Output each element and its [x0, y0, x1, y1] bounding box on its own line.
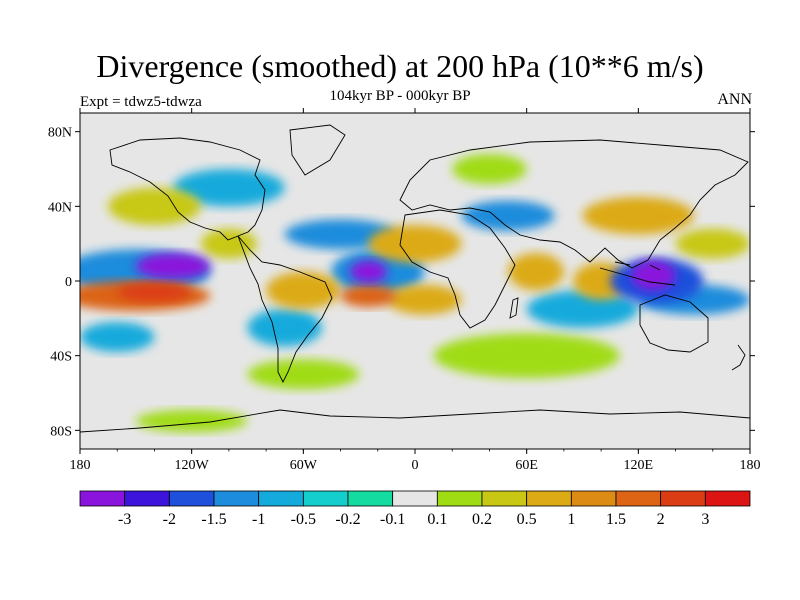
field-anomaly	[630, 260, 676, 291]
field-anomaly	[247, 309, 322, 347]
colorbar-label: 0.1	[427, 511, 447, 528]
experiment-label: Expt = tdwz5-tdwza	[80, 94, 202, 110]
field-anomaly	[340, 284, 397, 308]
x-tick-label: 60E	[515, 458, 538, 473]
y-tick-label: 40N	[48, 200, 72, 215]
x-tick-label: 120E	[624, 458, 654, 473]
field-anomaly	[452, 154, 527, 184]
colorbar: -3 -2 -1.5 -1 -0.5 -0.2 -0.1 0.1 0.2 0.5 1 1.5 2 3	[79, 490, 751, 528]
colorbar-label: -2	[163, 511, 176, 528]
field-anomaly	[107, 187, 201, 225]
y-tick-label: 0	[65, 275, 72, 290]
field-anomaly	[135, 409, 248, 433]
x-tick-label: 120W	[175, 458, 210, 473]
field-anomaly	[675, 228, 750, 259]
colorbar-label: 1	[567, 511, 575, 528]
colorbar-label: -0.5	[291, 511, 316, 528]
colorbar-swatch	[615, 490, 662, 507]
coast-new-zealand	[731, 344, 746, 371]
field-anomaly	[284, 219, 397, 250]
x-tick-label: 60W	[290, 458, 318, 473]
coast-north-america	[109, 137, 266, 241]
colorbar-label: 1.5	[606, 511, 626, 528]
coast-indonesia	[599, 261, 676, 286]
season-label: ANN	[717, 91, 752, 108]
colorbar-label: -0.1	[380, 511, 405, 528]
coast-australia	[639, 294, 709, 353]
field-anomaly	[461, 200, 555, 231]
colorbar-swatch	[302, 490, 349, 507]
field-anomaly	[368, 225, 462, 263]
field-anomaly	[433, 333, 620, 379]
colorbar-swatch	[704, 490, 751, 507]
colorbar-swatch	[436, 490, 483, 507]
y-tick-label: 80N	[48, 126, 72, 141]
colorbar-label: 0.2	[472, 511, 492, 528]
colorbar-label: -3	[118, 511, 131, 528]
colorbar-swatch	[392, 490, 438, 507]
y-tick-label: 80S	[50, 424, 72, 439]
colorbar-label: 2	[657, 511, 665, 528]
field-anomaly	[387, 284, 462, 315]
period-subtitle: 104kyr BP - 000kyr BP	[329, 88, 471, 104]
x-tick-label: 180	[740, 458, 761, 473]
field-anomaly	[80, 322, 155, 352]
x-axis: 180 120W 60W 0 60E 120E 180	[70, 108, 761, 473]
colorbar-swatch	[168, 490, 215, 507]
colorbar-swatch	[124, 490, 170, 507]
colorbar-swatch	[213, 490, 260, 507]
divergence-field	[80, 154, 750, 433]
colorbar-swatch	[79, 490, 126, 507]
y-tick-label: 40S	[50, 350, 72, 365]
coast-madagascar	[509, 297, 519, 319]
colorbar-swatch	[258, 490, 304, 507]
field-anomaly	[200, 228, 257, 259]
colorbar-label: 0.5	[517, 511, 537, 528]
colorbar-label: -1	[252, 511, 265, 528]
colorbar-label: -0.2	[335, 511, 360, 528]
colorbar-swatch	[526, 490, 572, 507]
coast-eurasia	[399, 139, 749, 269]
coastlines	[80, 124, 750, 433]
coast-greenland	[289, 124, 346, 176]
page-title: Divergence (smoothed) at 200 hPa (10**6 …	[96, 48, 704, 84]
field-anomaly	[247, 359, 360, 390]
field-anomaly	[135, 253, 211, 280]
x-tick-label: 180	[70, 458, 91, 473]
coast-south-america	[237, 235, 333, 384]
colorbar-label: -1.5	[201, 511, 226, 528]
field-anomaly	[349, 260, 388, 283]
x-tick-label: 0	[412, 458, 419, 473]
y-axis: 80N 40N 0 40S 80S	[48, 126, 755, 439]
colorbar-label: 3	[701, 511, 709, 528]
colorbar-swatch	[660, 490, 706, 507]
colorbar-swatch	[347, 490, 394, 507]
coast-africa	[399, 209, 516, 329]
coast-antarctica	[80, 409, 750, 433]
field-anomaly	[117, 282, 192, 302]
colorbar-swatch	[570, 490, 617, 507]
colorbar-swatch	[481, 490, 528, 507]
field-anomaly	[526, 290, 639, 328]
field-anomaly	[582, 197, 695, 235]
field-anomaly	[508, 252, 564, 291]
